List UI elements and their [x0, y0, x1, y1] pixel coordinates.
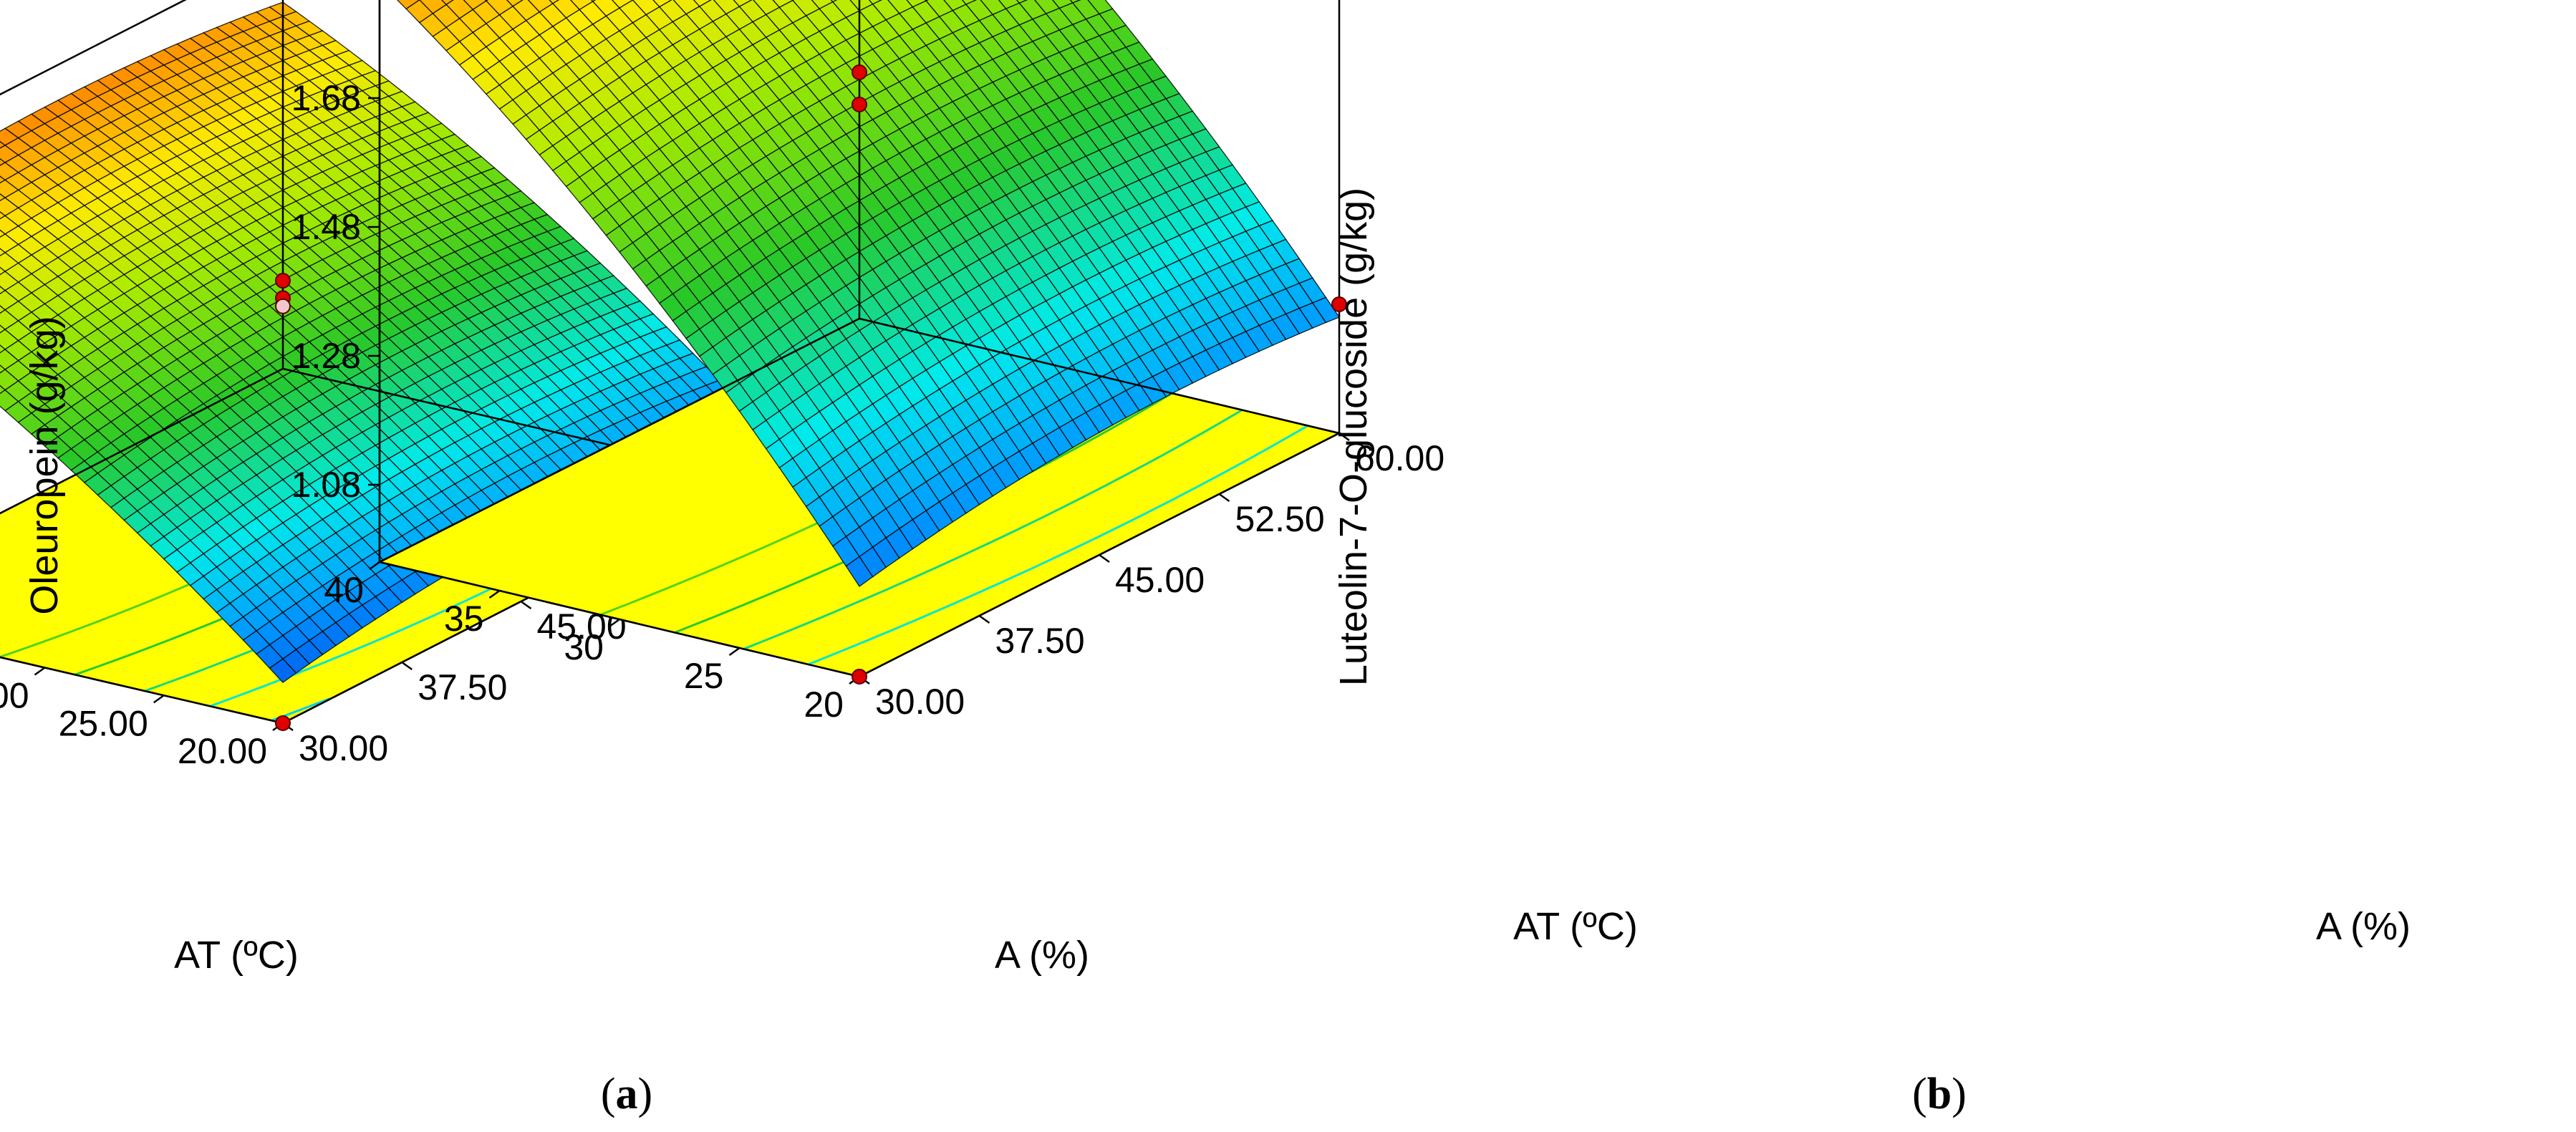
y-tick-label: 40 — [324, 570, 364, 610]
z-axis-label: Luteolin-7-O-glucoside (g/kg) — [1332, 188, 1375, 686]
design-point — [275, 298, 291, 314]
design-point — [275, 273, 291, 289]
contour-line — [743, 409, 1243, 650]
x-tick-label: 60.00 — [1355, 438, 1444, 478]
surface-cell — [845, 556, 874, 587]
x-tick-mark — [1099, 553, 1110, 563]
box-edge — [859, 317, 1340, 435]
design-point — [852, 669, 867, 684]
x-tick-label: 30.00 — [299, 728, 388, 768]
y-tick-mark — [728, 647, 741, 657]
surface-cell — [440, 0, 454, 6]
design-point — [275, 715, 291, 731]
y-tick-mark — [369, 561, 380, 571]
caption-close: ) — [1952, 1070, 1967, 1118]
x-tick-mark — [1338, 432, 1350, 442]
response-surface — [397, 0, 1340, 587]
box-edge — [379, 317, 860, 563]
y-tick-mark — [153, 695, 165, 704]
z-axis-label: Oleuropein (g/kg) — [23, 316, 66, 614]
x-tick-label: 52.50 — [1235, 499, 1325, 539]
x-tick-mark — [1218, 493, 1230, 503]
z-tick-label: 1.28 — [291, 336, 361, 376]
y-tick-label: 20.00 — [178, 731, 267, 771]
y-tick-label: 20 — [804, 684, 844, 725]
y-tick-label: 35 — [444, 599, 484, 639]
x-tick-mark — [978, 614, 990, 624]
contour-line — [808, 425, 1308, 666]
y-axis-label: AT (ºC) — [1513, 905, 1638, 948]
y-tick-mark — [488, 589, 501, 599]
panel-b-luteolin: 1.081.281.481.681.8830.0037.5045.0052.50… — [291, 0, 2411, 1118]
design-point — [852, 64, 867, 80]
box-edge — [0, 0, 187, 96]
panel-caption: (b) — [1912, 1070, 1967, 1118]
x-tick-label: 37.50 — [995, 621, 1085, 661]
y-tick-mark — [34, 667, 46, 676]
panel-caption: (a) — [601, 1070, 652, 1118]
design-point — [852, 97, 867, 112]
caption-open: ( — [601, 1070, 616, 1118]
z-tick-label: 1.68 — [291, 78, 361, 118]
x-axis-label: A (%) — [995, 934, 1089, 977]
x-axis-label: A (%) — [2316, 905, 2411, 948]
z-tick-label: 1.08 — [291, 465, 361, 505]
caption-letter: a — [616, 1070, 638, 1118]
y-tick-label: 30.00 — [0, 676, 29, 716]
x-tick-mark — [520, 600, 532, 610]
design-point — [1331, 296, 1347, 312]
y-tick-mark — [609, 618, 620, 628]
y-tick-label: 30 — [564, 627, 604, 667]
caption-open: ( — [1912, 1070, 1927, 1118]
surface-cell — [269, 658, 297, 683]
x-tick-label: 37.50 — [418, 667, 507, 707]
x-tick-label: 45.00 — [1115, 560, 1205, 600]
z-tick-label: 1.48 — [291, 207, 361, 247]
caption-close: ) — [638, 1070, 653, 1118]
x-tick-label: 30.00 — [875, 682, 965, 722]
box-edge — [0, 367, 284, 515]
y-tick-label: 25.00 — [59, 703, 148, 743]
y-tick-label: 25 — [684, 656, 724, 696]
x-tick-mark — [401, 661, 413, 671]
y-axis-label: AT (ºC) — [174, 934, 299, 977]
caption-letter: b — [1927, 1070, 1952, 1118]
